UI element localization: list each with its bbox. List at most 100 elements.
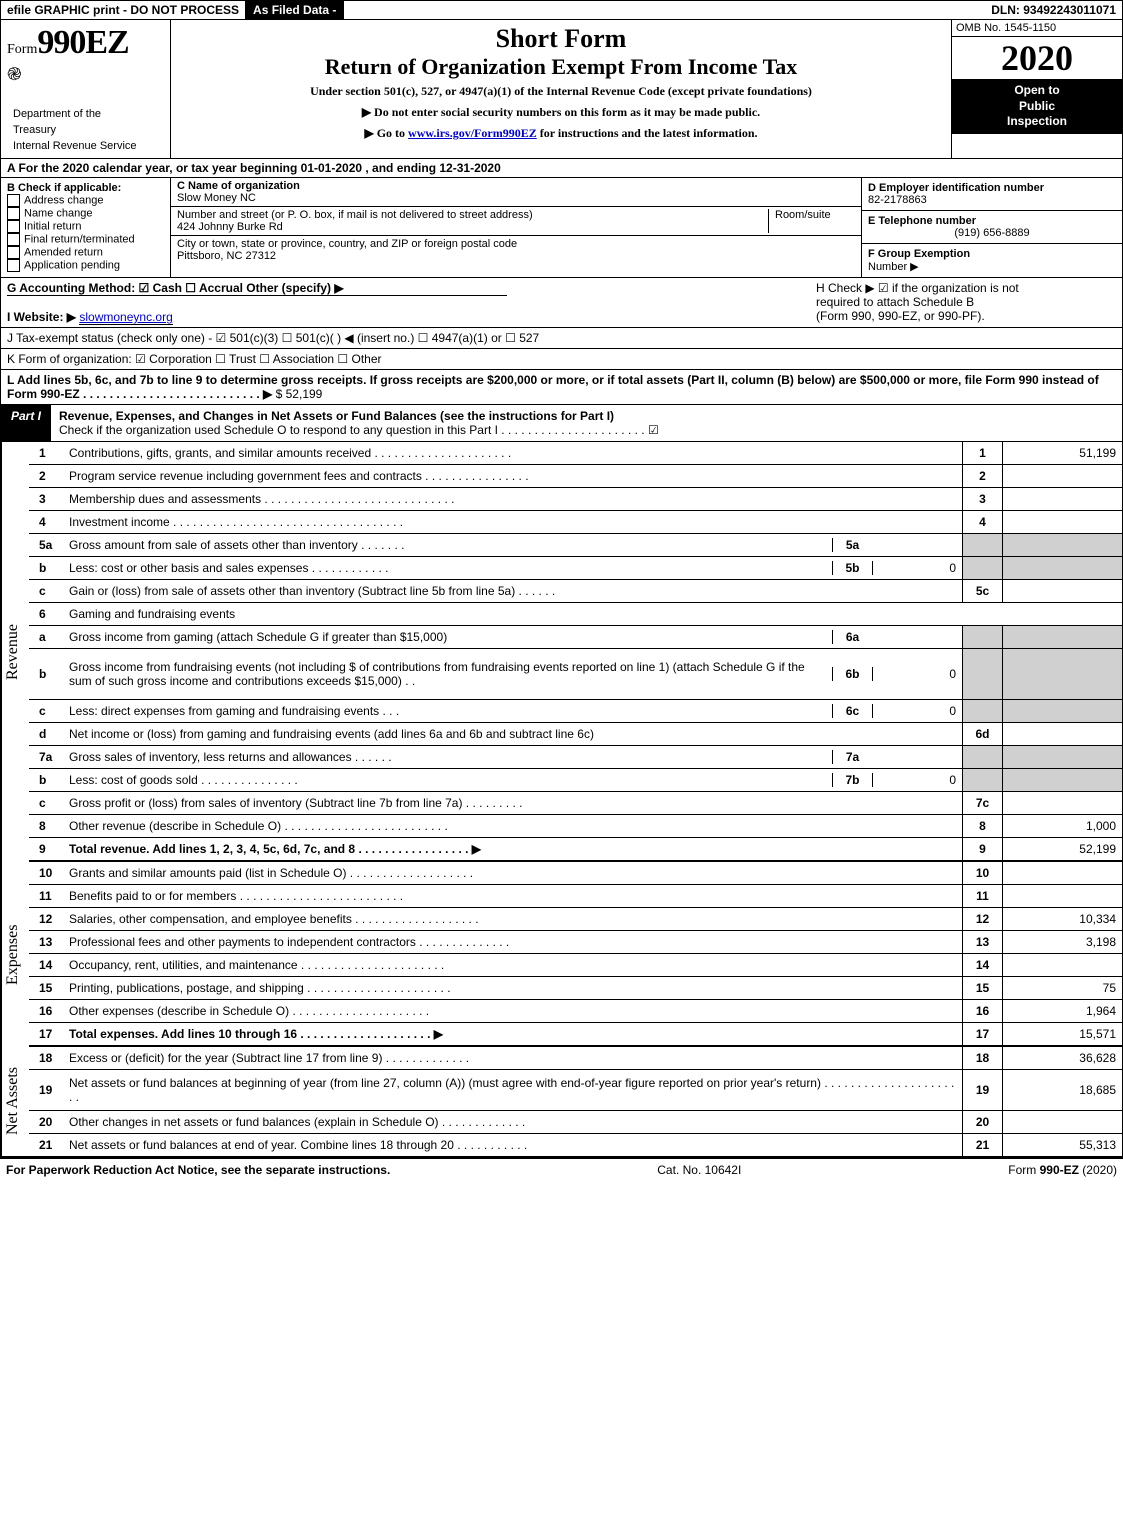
org-name: Slow Money NC xyxy=(177,192,855,204)
arrow2-pre: ▶ Go to xyxy=(364,126,408,140)
row-16: 16 Other expenses (describe in Schedule … xyxy=(29,1000,1122,1023)
efile-label: efile GRAPHIC print - DO NOT PROCESS xyxy=(1,1,245,19)
chk-name[interactable]: Name change xyxy=(7,207,164,220)
omb-number: OMB No. 1545-1150 xyxy=(952,20,1122,37)
chk-final[interactable]: Final return/terminated xyxy=(7,233,164,246)
row-3: 3 Membership dues and assessments . . . … xyxy=(29,488,1122,511)
E-label: E Telephone number xyxy=(868,215,1116,227)
G-line: G Accounting Method: ☑ Cash ☐ Accrual Ot… xyxy=(7,281,507,296)
form-990ez: Form990EZ xyxy=(7,24,164,62)
netassets-vlabel: Net Assets xyxy=(1,1047,29,1156)
tax-year: 2020 xyxy=(952,37,1122,79)
chk-initial[interactable]: Initial return xyxy=(7,220,164,233)
return-title: Return of Organization Exempt From Incom… xyxy=(177,54,945,80)
row-20: 20 Other changes in net assets or fund b… xyxy=(29,1111,1122,1134)
row-GH: G Accounting Method: ☑ Cash ☐ Accrual Ot… xyxy=(0,278,1123,328)
D-row: D Employer identification number 82-2178… xyxy=(862,178,1122,211)
row-17: 17 Total expenses. Add lines 10 through … xyxy=(29,1023,1122,1047)
C-name-row: C Name of organization Slow Money NC xyxy=(171,178,861,207)
top-bar: efile GRAPHIC print - DO NOT PROCESS As … xyxy=(0,0,1123,20)
dln-label: DLN: 93492243011071 xyxy=(985,1,1122,19)
short-form-title: Short Form xyxy=(177,24,945,54)
D-val: 82-2178863 xyxy=(868,194,1116,206)
website-link[interactable]: slowmoneync.org xyxy=(79,310,172,325)
footer-mid: Cat. No. 10642I xyxy=(657,1163,741,1177)
header-grid: Form990EZ ֎ Department of the Treasury I… xyxy=(0,20,1123,159)
H-l1: H Check ▶ ☑ if the organization is not xyxy=(816,281,1116,295)
arrow-line-2: ▶ Go to www.irs.gov/Form990EZ for instru… xyxy=(177,126,945,141)
row-7c: c Gross profit or (loss) from sales of i… xyxy=(29,792,1122,815)
arrow2-post: for instructions and the latest informat… xyxy=(537,126,758,140)
open-to-public: Open to Public Inspection xyxy=(952,79,1122,134)
row-6c: c Less: direct expenses from gaming and … xyxy=(29,700,1122,723)
expenses-vlabel: Expenses xyxy=(1,862,29,1047)
B-label: B Check if applicable: xyxy=(7,182,164,194)
city-label: City or town, state or province, country… xyxy=(177,238,855,250)
row-11: 11 Benefits paid to or for members . . .… xyxy=(29,885,1122,908)
row-5b: b Less: cost or other basis and sales ex… xyxy=(29,557,1122,580)
form-word: Form xyxy=(7,42,37,57)
row-1: 1 Contributions, gifts, grants, and simi… xyxy=(29,442,1122,465)
chk-address[interactable]: Address change xyxy=(7,194,164,207)
row-15: 15 Printing, publications, postage, and … xyxy=(29,977,1122,1000)
open3: Inspection xyxy=(954,114,1120,130)
dept-line1: Department of the xyxy=(7,106,164,122)
part1-tag: Part I xyxy=(1,405,51,441)
row-12: 12 Salaries, other compensation, and emp… xyxy=(29,908,1122,931)
part1-header: Part I Revenue, Expenses, and Changes in… xyxy=(0,405,1123,442)
row-14: 14 Occupancy, rent, utilities, and maint… xyxy=(29,954,1122,977)
part1-sub: Check if the organization used Schedule … xyxy=(59,423,659,437)
chk-amended[interactable]: Amended return xyxy=(7,246,164,259)
E-row: E Telephone number (919) 656-8889 xyxy=(862,211,1122,244)
expenses-section: Expenses 10 Grants and similar amounts p… xyxy=(0,862,1123,1047)
title-cell: Short Form Return of Organization Exempt… xyxy=(171,20,952,158)
open1: Open to xyxy=(954,83,1120,99)
row-9: 9 Total revenue. Add lines 1, 2, 3, 4, 5… xyxy=(29,838,1122,862)
I-line: I Website: ▶ slowmoneync.org xyxy=(7,310,806,324)
C-city-row: City or town, state or province, country… xyxy=(171,236,861,264)
footer-right: Form 990-EZ (2020) xyxy=(1008,1163,1117,1177)
chk-pending[interactable]: Application pending xyxy=(7,259,164,272)
H-l2: required to attach Schedule B xyxy=(816,295,1116,309)
revenue-vlabel: Revenue xyxy=(1,442,29,862)
row-2: 2 Program service revenue including gove… xyxy=(29,465,1122,488)
revenue-section: Revenue 1 Contributions, gifts, grants, … xyxy=(0,442,1123,862)
J-line: J Tax-exempt status (check only one) - ☑… xyxy=(0,328,1123,349)
I-label: I Website: ▶ xyxy=(7,310,76,324)
row-21: 21 Net assets or fund balances at end of… xyxy=(29,1134,1122,1156)
irs-logo-icon: ֎ xyxy=(7,62,22,86)
row-6: 6 Gaming and fundraising events xyxy=(29,603,1122,626)
C-label: C Name of organization xyxy=(177,180,855,192)
row-A: A For the 2020 calendar year, or tax yea… xyxy=(0,159,1123,178)
L-val: $ 52,199 xyxy=(276,387,323,401)
D-label: D Employer identification number xyxy=(868,182,1116,194)
arrow-line-1: ▶ Do not enter social security numbers o… xyxy=(177,105,945,120)
row-6d: d Net income or (loss) from gaming and f… xyxy=(29,723,1122,746)
F-label: F Group Exemption xyxy=(868,248,970,260)
dept-line3: Internal Revenue Service xyxy=(7,138,164,154)
section-C: C Name of organization Slow Money NC Num… xyxy=(171,178,862,277)
form-num: 990EZ xyxy=(37,24,128,61)
as-filed-label: As Filed Data - xyxy=(245,1,344,19)
L-text: L Add lines 5b, 6c, and 7b to line 9 to … xyxy=(7,373,1099,401)
section-BH: B Check if applicable: Address change Na… xyxy=(0,178,1123,278)
open2: Public xyxy=(954,99,1120,115)
row-6a: a Gross income from gaming (attach Sched… xyxy=(29,626,1122,649)
row-19: 19 Net assets or fund balances at beginn… xyxy=(29,1070,1122,1111)
part1-title: Revenue, Expenses, and Changes in Net As… xyxy=(51,405,1122,441)
K-line: K Form of organization: ☑ Corporation ☐ … xyxy=(0,349,1123,370)
revenue-rows: 1 Contributions, gifts, grants, and simi… xyxy=(29,442,1122,862)
E-val: (919) 656-8889 xyxy=(868,227,1116,239)
L-line: L Add lines 5b, 6c, and 7b to line 9 to … xyxy=(0,370,1123,405)
netassets-section: Net Assets 18 Excess or (deficit) for th… xyxy=(0,1047,1123,1157)
F-label2: Number ▶ xyxy=(868,261,919,273)
addr-label: Number and street (or P. O. box, if mail… xyxy=(177,209,533,221)
row-18: 18 Excess or (deficit) for the year (Sub… xyxy=(29,1047,1122,1070)
row-7a: 7a Gross sales of inventory, less return… xyxy=(29,746,1122,769)
room-suite: Room/suite xyxy=(768,209,855,233)
addr-val: 424 Johnny Burke Rd xyxy=(177,221,283,233)
row-13: 13 Professional fees and other payments … xyxy=(29,931,1122,954)
irs-link[interactable]: www.irs.gov/Form990EZ xyxy=(408,126,537,140)
footer: For Paperwork Reduction Act Notice, see … xyxy=(0,1157,1123,1181)
row-7b: b Less: cost of goods sold . . . . . . .… xyxy=(29,769,1122,792)
